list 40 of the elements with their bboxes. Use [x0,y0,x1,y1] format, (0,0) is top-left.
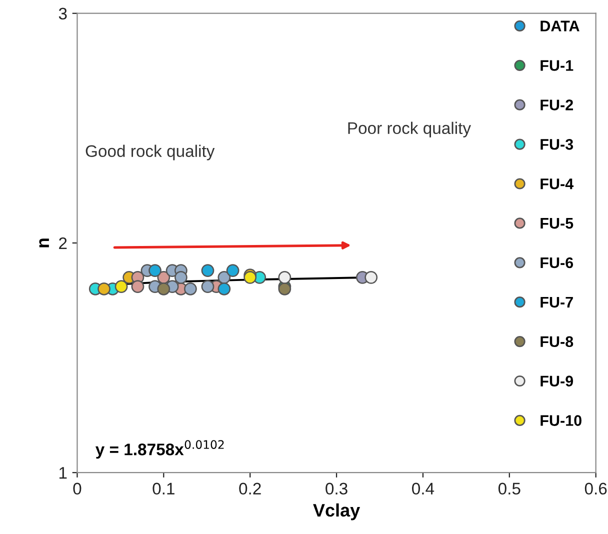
annotation: Good rock quality [86,144,215,160]
point [114,280,128,294]
y-axis-title: n [39,238,49,248]
point [201,280,214,294]
point [157,282,170,296]
point [218,282,231,296]
legend-label: FU-9 [540,376,574,386]
y-tick-label: 2 [59,237,67,250]
point [201,264,214,277]
point [98,282,110,296]
annotation: y = 1.8758x$^{0.0102}$ [96,440,224,459]
legend-label: FU-4 [540,178,574,190]
point [174,270,188,284]
point [226,264,240,277]
x-tick-label: 0.3 [326,482,348,495]
y-tick-label: 3 [58,8,67,20]
x-axis-title: Vclay [313,503,360,520]
x-tick-label: 0.4 [412,482,434,495]
point [364,270,378,284]
point [278,270,292,284]
legend-label: FU-5 [540,218,574,229]
legend-label: FU-1 [540,60,574,71]
x-tick-label: 0.2 [239,482,261,495]
point [184,282,197,296]
point [218,270,231,284]
legend-label: FU-8 [540,336,574,348]
y-tick-label: 1 [59,467,67,479]
annotation: Poor rock quality [348,122,471,138]
x-tick-label: 0.1 [152,482,174,495]
legend-label: FU-3 [540,138,574,150]
point [148,264,162,277]
legend-label: FU-2 [540,100,573,110]
x-tick-label: 0.5 [498,482,520,495]
legend-label: FU-7 [540,296,573,308]
legend-label: DATA [540,20,580,32]
legend-label: FU-10 [540,415,582,426]
legend-label: FU-6 [540,257,574,268]
x-tick-label: 0.6 [584,482,607,495]
point [131,280,144,294]
x-tick-label: 0 [73,482,82,495]
